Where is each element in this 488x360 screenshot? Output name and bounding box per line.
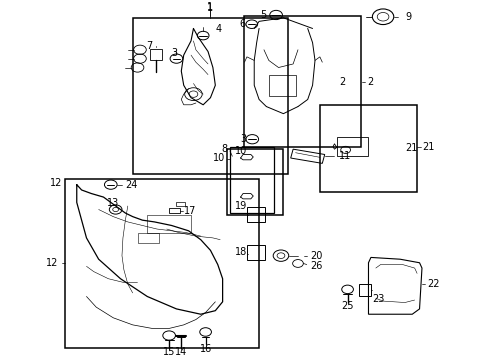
Text: 1: 1 (207, 3, 213, 13)
Text: 10: 10 (212, 153, 224, 163)
Text: 7: 7 (146, 41, 152, 50)
Text: 5: 5 (260, 10, 266, 20)
Bar (268, 75, 295, 96)
Bar (246, 207, 265, 222)
Text: 23: 23 (371, 294, 384, 304)
Bar (227, 149, 283, 215)
Text: 6: 6 (239, 19, 245, 29)
Text: 9: 9 (404, 12, 410, 22)
Text: 22: 22 (426, 279, 438, 289)
Text: 20: 20 (309, 251, 322, 261)
Text: 15: 15 (163, 347, 175, 357)
Bar (176, 202, 185, 206)
Text: 12: 12 (46, 258, 59, 268)
Bar (244, 16, 361, 147)
Bar (137, 233, 159, 243)
Text: 14: 14 (175, 347, 187, 357)
Text: 16: 16 (199, 344, 211, 354)
Bar (319, 105, 416, 192)
Text: 21: 21 (421, 143, 433, 152)
Text: 11: 11 (339, 151, 351, 161)
Text: 8: 8 (222, 144, 227, 154)
Bar (246, 245, 265, 260)
Text: 24: 24 (125, 180, 138, 190)
Text: 17: 17 (183, 206, 196, 216)
Bar (149, 49, 162, 60)
Text: 2: 2 (339, 77, 345, 87)
Bar (169, 208, 180, 213)
Text: 1: 1 (207, 2, 213, 12)
Text: 26: 26 (309, 261, 322, 271)
Text: 25: 25 (341, 301, 353, 311)
Text: 3: 3 (239, 134, 245, 144)
Text: 21: 21 (404, 143, 416, 153)
Text: 10: 10 (234, 146, 246, 156)
Text: 2: 2 (366, 77, 372, 87)
Bar (132, 18, 287, 174)
Text: 18: 18 (234, 247, 246, 257)
Text: 12: 12 (50, 178, 62, 188)
Bar (64, 179, 259, 348)
Bar (336, 137, 368, 156)
Bar (147, 215, 191, 233)
Bar (229, 147, 273, 213)
Text: 19: 19 (234, 201, 246, 211)
Bar (358, 284, 370, 297)
Text: 13: 13 (107, 198, 119, 208)
Text: 3: 3 (171, 48, 177, 58)
Text: 4: 4 (215, 24, 221, 34)
